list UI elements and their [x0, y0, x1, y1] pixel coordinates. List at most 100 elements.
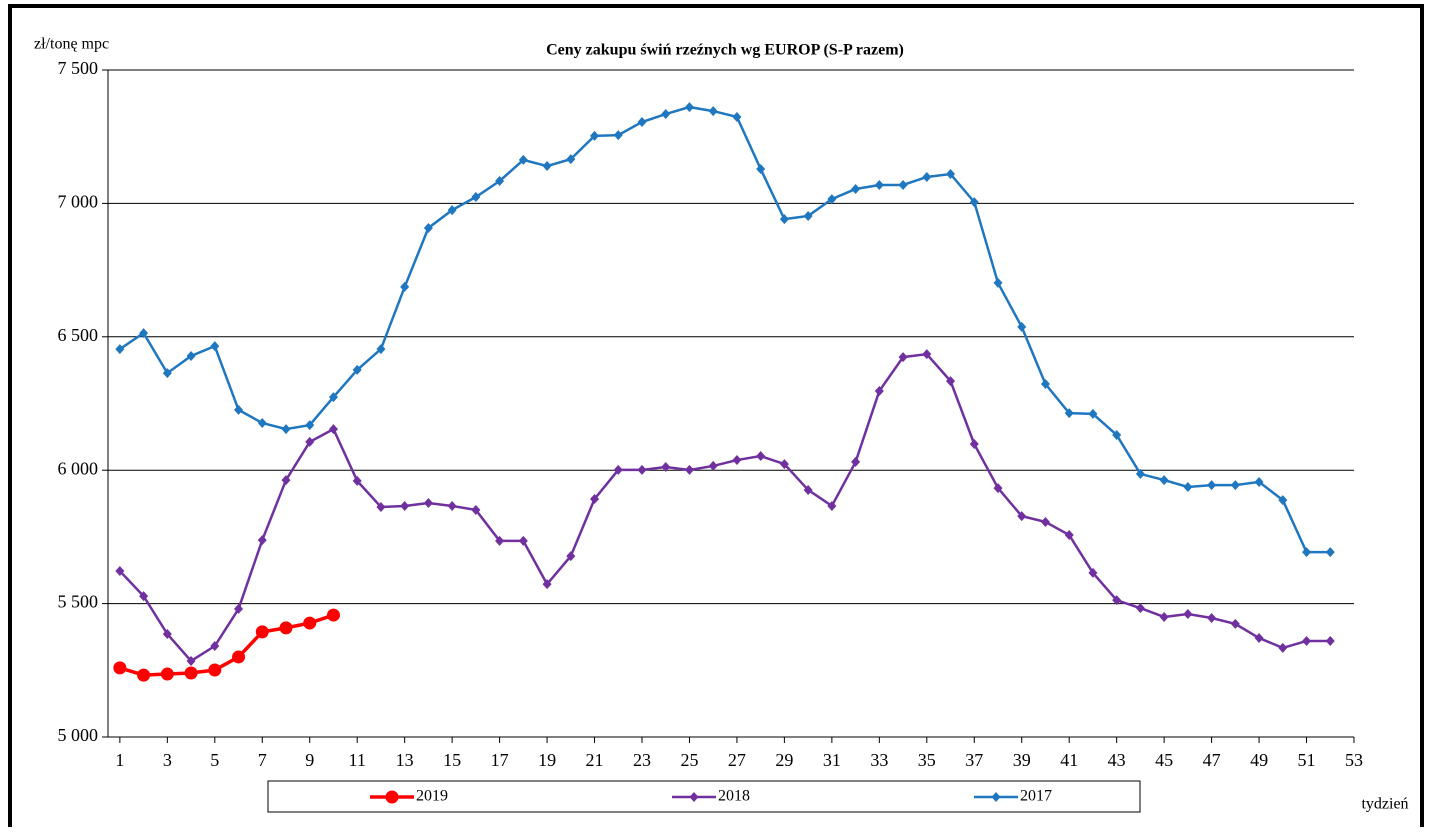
- point: [139, 591, 149, 602]
- point: [756, 163, 766, 174]
- x-tick-label: 9: [305, 750, 314, 770]
- point: [518, 154, 528, 165]
- point: [352, 475, 362, 486]
- x-tick-label: 7: [258, 750, 267, 770]
- point: [779, 459, 789, 470]
- point: [613, 464, 623, 475]
- y-tick-label: 7 000: [58, 192, 99, 212]
- x-tick-label: 33: [870, 750, 888, 770]
- point: [1325, 635, 1335, 646]
- x-tick-label: 49: [1250, 750, 1268, 770]
- point: [708, 106, 718, 117]
- point: [279, 621, 293, 635]
- point: [257, 417, 267, 428]
- point: [376, 502, 386, 513]
- point: [542, 579, 552, 590]
- point: [756, 451, 766, 462]
- point: [1207, 480, 1217, 491]
- point: [827, 500, 837, 511]
- point: [234, 404, 244, 415]
- point: [184, 666, 198, 680]
- point: [210, 641, 220, 652]
- point: [423, 498, 433, 509]
- point: [303, 616, 317, 630]
- point: [1135, 603, 1145, 614]
- point: [495, 175, 505, 186]
- point: [1064, 530, 1074, 541]
- point: [684, 464, 694, 475]
- point: [400, 500, 410, 511]
- x-tick-label: 21: [586, 750, 604, 770]
- point: [1302, 635, 1312, 646]
- x-tick-label: 17: [491, 750, 509, 770]
- point: [851, 456, 861, 467]
- point: [400, 281, 410, 292]
- x-tick-label: 23: [633, 750, 651, 770]
- x-tick-label: 43: [1108, 750, 1126, 770]
- y-tick-label: 5 500: [58, 592, 99, 612]
- point: [139, 328, 149, 339]
- point: [969, 439, 979, 450]
- point: [1183, 609, 1193, 620]
- point: [922, 349, 932, 360]
- x-tick-label: 39: [1013, 750, 1031, 770]
- point: [1207, 613, 1217, 624]
- point: [471, 504, 481, 515]
- x-tick-label: 1: [115, 750, 124, 770]
- legend-label: 2017: [1020, 788, 1052, 805]
- x-tick-label: 11: [349, 750, 366, 770]
- point: [423, 222, 433, 233]
- x-tick-label: 51: [1298, 750, 1316, 770]
- point: [732, 111, 742, 122]
- point: [993, 483, 1003, 494]
- point: [281, 475, 291, 486]
- point: [732, 455, 742, 466]
- point: [234, 603, 244, 614]
- point: [305, 420, 315, 431]
- y-tick-label: 6 500: [58, 325, 99, 345]
- x-tick-label: 31: [823, 750, 841, 770]
- point: [1040, 516, 1050, 527]
- point: [186, 655, 196, 666]
- point: [590, 130, 600, 141]
- x-tick-label: 5: [210, 750, 219, 770]
- x-tick-label: 47: [1203, 750, 1221, 770]
- y-axis-label: zł/tonę mpc: [34, 36, 109, 53]
- series-line: [119, 613, 335, 677]
- point: [542, 161, 552, 172]
- point: [993, 277, 1003, 288]
- point: [851, 183, 861, 194]
- point: [1088, 567, 1098, 578]
- point: [1017, 321, 1027, 332]
- frame: [8, 4, 1424, 832]
- point: [1254, 476, 1264, 487]
- series-line: [119, 105, 1331, 554]
- point: [257, 535, 267, 546]
- point: [969, 197, 979, 208]
- x-tick-label: 53: [1345, 750, 1363, 770]
- y-tick-label: 5 000: [58, 725, 99, 745]
- point: [326, 608, 340, 622]
- point: [208, 663, 222, 677]
- point: [1112, 595, 1122, 606]
- x-tick-label: 19: [538, 750, 556, 770]
- point: [1278, 495, 1288, 506]
- point: [1325, 547, 1335, 558]
- point: [1088, 408, 1098, 419]
- point: [946, 376, 956, 387]
- point: [898, 179, 908, 190]
- point: [803, 484, 813, 495]
- point: [352, 364, 362, 375]
- point: [661, 109, 671, 120]
- point: [1230, 480, 1240, 491]
- point: [1159, 475, 1169, 486]
- point: [922, 171, 932, 182]
- point: [305, 436, 315, 447]
- x-axis-label: tydzień: [1361, 796, 1408, 813]
- point: [566, 551, 576, 562]
- x-tick-label: 41: [1060, 750, 1078, 770]
- x-tick-label: 35: [918, 750, 936, 770]
- point: [281, 424, 291, 435]
- x-tick-label: 27: [728, 750, 746, 770]
